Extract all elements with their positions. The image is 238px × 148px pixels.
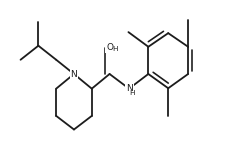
Text: O: O bbox=[106, 43, 113, 52]
Text: H: H bbox=[113, 46, 118, 53]
Text: H: H bbox=[129, 90, 134, 96]
Text: N: N bbox=[71, 70, 77, 78]
Text: O: O bbox=[106, 43, 113, 52]
Text: N: N bbox=[126, 84, 132, 93]
